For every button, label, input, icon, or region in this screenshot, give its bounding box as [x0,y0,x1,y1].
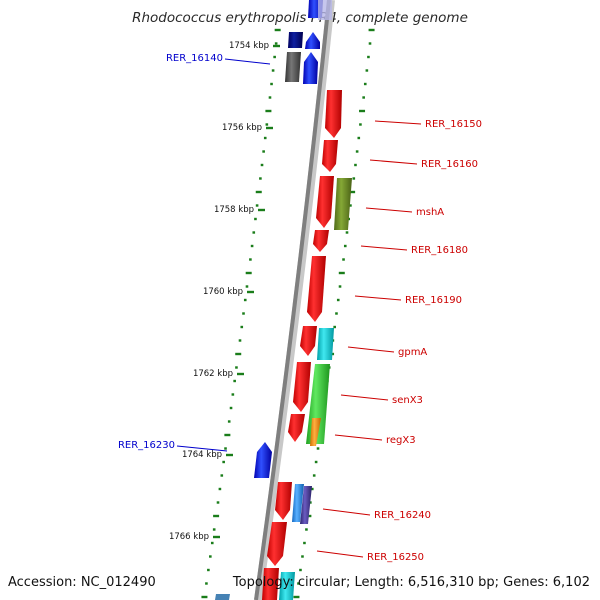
gene-rer16230 [254,442,272,478]
gene-rer16240-red [275,482,292,520]
gene-gray-16140 [285,52,301,82]
position-label: 1762 kbp [193,369,233,379]
gene-label: gpmA [398,347,427,358]
topology-text: Topology: circular; Length: 6,516,310 bp… [232,575,590,590]
label-connector [360,245,408,251]
backbone-line [254,0,331,600]
label-connector [334,434,383,441]
gene-rer16240-dodger [292,484,304,522]
label-connector [369,159,418,165]
gene-rer16250 [267,522,287,566]
label-connector [176,445,228,452]
gene-rer16160 [322,140,338,172]
label-connector [340,394,389,401]
gene-rer16150 [325,90,342,138]
position-label: 1766 kbp [169,532,209,542]
gene-label: RER_16240 [374,510,431,521]
gene-label: regX3 [386,435,416,446]
label-connector [347,346,395,353]
position-label: 1758 kbp [214,205,254,215]
position-label: 1756 kbp [222,123,262,133]
map-title: Rhodococcus erythropolis PR4, complete g… [132,10,468,26]
gene-label: RER_16250 [367,552,424,563]
position-label: 1760 kbp [203,287,243,297]
gene-senx3-red [293,362,311,412]
gene-label: RER_16190 [405,295,462,306]
accession-text: Accession: NC_012490 [8,575,156,590]
gene-labels: RER_16140 RER_16150 RER_16160 mshA RER_16180… [118,53,482,563]
reference-ticks-left [201,28,281,599]
label-connector [316,550,364,558]
label-connectors [176,58,422,558]
gene-rer16190 [307,256,326,322]
gene-gpma-red [300,326,317,356]
gene-bottom-steel [215,594,230,600]
position-labels: 1754 kbp 1756 kbp 1758 kbp 1760 kbp 1762 kbp… [169,41,280,542]
gene-lavender-top [318,0,332,20]
position-label: 1754 kbp [229,41,269,51]
gene-navy-1 [288,32,303,48]
gene-regx3-red [288,414,305,442]
gene-regx3-orange [310,418,321,446]
gene-rer16180 [313,230,329,252]
label-connector [365,207,413,213]
gene-bottom-cyan [279,572,295,600]
gene-label: RER_16150 [425,119,482,130]
label-connector [374,120,422,125]
gene-blue-16140 [303,52,318,84]
gene-gpma-cyan [317,328,334,360]
label-connector [224,58,271,65]
label-connector [354,295,402,301]
gene-label: RER_16140 [166,53,223,64]
gene-blue-1 [305,32,320,49]
gene-label: RER_16180 [411,245,468,256]
label-connector [322,508,371,516]
gene-label: RER_16160 [421,159,478,170]
gene-rer16240-slate [300,486,312,524]
gene-label: RER_16230 [118,440,175,451]
gene-label: senX3 [392,395,423,406]
gene-features [215,0,352,600]
gene-label: mshA [416,207,444,218]
gene-msha-red [316,176,334,228]
gene-msha-olive [334,178,352,230]
gene-bottom-red [262,568,279,600]
position-label: 1764 kbp [182,450,222,460]
